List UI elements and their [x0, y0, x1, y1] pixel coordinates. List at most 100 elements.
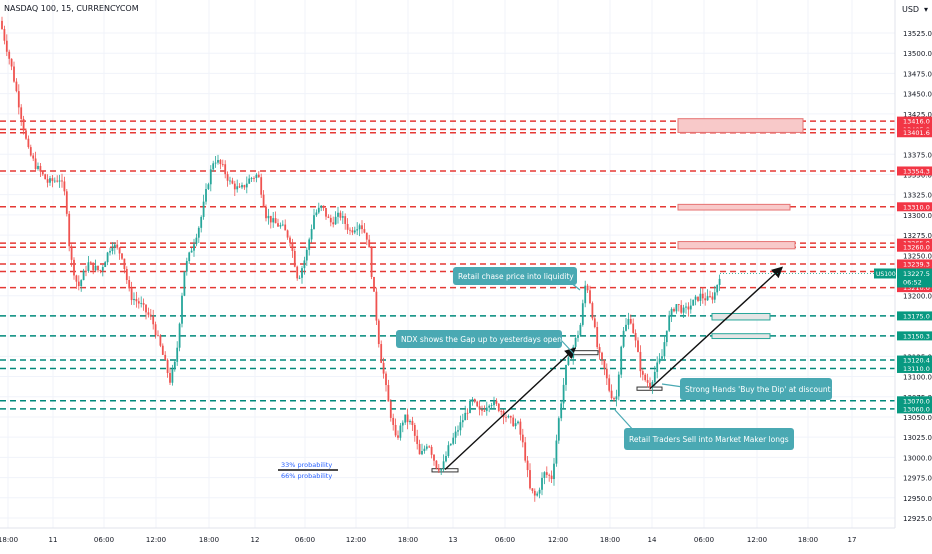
- candle-body: [622, 330, 625, 347]
- y-tick-label: 13200.0: [903, 293, 932, 301]
- candle-body: [481, 409, 483, 411]
- candle-body: [238, 186, 241, 188]
- candle-body: [145, 304, 147, 313]
- candle-body: [334, 216, 337, 225]
- candle-body: [99, 270, 102, 271]
- x-tick-label: 18:00: [798, 536, 818, 544]
- candle-body: [332, 222, 335, 225]
- candle-body: [361, 225, 363, 230]
- candle-body: [27, 138, 30, 148]
- candle-body: [457, 430, 459, 432]
- candle-body: [190, 250, 193, 253]
- candle-body: [137, 301, 140, 304]
- candle-body: [557, 418, 560, 441]
- candle-body: [308, 239, 311, 250]
- candle-body: [97, 265, 99, 271]
- candle-body: [171, 369, 174, 383]
- candle-body: [315, 212, 318, 216]
- candle-body: [418, 444, 421, 455]
- candle-body: [176, 347, 179, 362]
- candle-body: [517, 421, 519, 424]
- price-level-badge: [897, 363, 932, 373]
- candle-body: [260, 177, 263, 195]
- price-level-badge-label: 13239.3: [903, 260, 930, 268]
- x-tick-label: 06:00: [495, 536, 515, 544]
- candle-body: [61, 180, 63, 182]
- candle-body: [197, 227, 200, 238]
- currency-dropdown-icon[interactable]: ▾: [924, 5, 928, 14]
- candle-body: [65, 191, 68, 214]
- candle-body: [310, 228, 313, 240]
- candle-body: [658, 358, 661, 363]
- candle-body: [25, 130, 27, 139]
- candle-body: [15, 81, 18, 92]
- candle-body: [704, 298, 707, 301]
- resistance-zone-mid: [677, 203, 791, 211]
- symbol-badge-name: US100: [876, 271, 896, 278]
- candle-body: [200, 216, 203, 228]
- y-tick-label: 12950.0: [903, 495, 932, 503]
- candle-body: [569, 357, 572, 359]
- candle-body: [397, 435, 399, 438]
- callout-box: [453, 267, 577, 285]
- candle-body: [687, 306, 690, 310]
- candle-body: [382, 362, 385, 374]
- candle-body: [125, 269, 128, 281]
- candle-body: [320, 205, 323, 208]
- candle-body: [377, 320, 380, 345]
- candle-body: [161, 345, 164, 355]
- candle-body: [111, 247, 114, 252]
- candle-body: [459, 422, 462, 431]
- candle-body: [425, 446, 428, 449]
- trend-arrows: [444, 266, 784, 471]
- candle-body: [353, 230, 356, 233]
- y-tick-label: 13100.0: [903, 374, 932, 382]
- x-tick-label: 14: [648, 536, 657, 544]
- candle-body: [713, 292, 716, 300]
- candle-body: [195, 237, 198, 245]
- candle-body: [181, 295, 183, 324]
- candle-body: [303, 260, 306, 269]
- candle-body: [596, 327, 599, 348]
- candle-body: [329, 217, 332, 223]
- candle-body: [442, 461, 445, 469]
- candle-body: [164, 354, 167, 360]
- candle-body: [253, 177, 255, 179]
- probability-label-33: 33% probability: [281, 461, 332, 469]
- candle-body: [675, 304, 678, 312]
- candle-body: [147, 312, 150, 315]
- price-level-badge-label: 13416.0: [903, 118, 930, 126]
- candle-body: [272, 218, 275, 223]
- trend-arrow: [444, 347, 577, 471]
- candle-body: [409, 420, 411, 423]
- candle-body: [53, 180, 56, 182]
- support-zone-upper: [711, 312, 771, 321]
- candle-body: [447, 445, 450, 457]
- candle-body: [82, 270, 85, 281]
- candle-body: [375, 291, 378, 321]
- x-tick-label: 18:00: [600, 536, 620, 544]
- candle-body: [617, 374, 620, 397]
- candle-body: [500, 410, 503, 412]
- candle-body: [265, 206, 267, 219]
- resistance-zone-low: [677, 241, 796, 250]
- x-tick-label: 12:00: [346, 536, 366, 544]
- candle-body: [142, 303, 145, 305]
- candle-body: [656, 362, 659, 372]
- candle-body: [430, 446, 433, 455]
- candle-body: [224, 164, 227, 175]
- candle-body: [514, 423, 517, 427]
- candle-body: [274, 218, 277, 224]
- candle-body: [130, 288, 133, 301]
- candle-body: [92, 262, 95, 271]
- candle-body: [670, 308, 673, 316]
- candle-body: [39, 165, 42, 172]
- candle-body: [250, 177, 253, 179]
- candle-body: [173, 361, 176, 370]
- probability-label-66: 66% probability: [281, 472, 332, 480]
- candle-body: [214, 162, 217, 164]
- candle-body: [581, 303, 584, 325]
- candle-body: [644, 374, 647, 381]
